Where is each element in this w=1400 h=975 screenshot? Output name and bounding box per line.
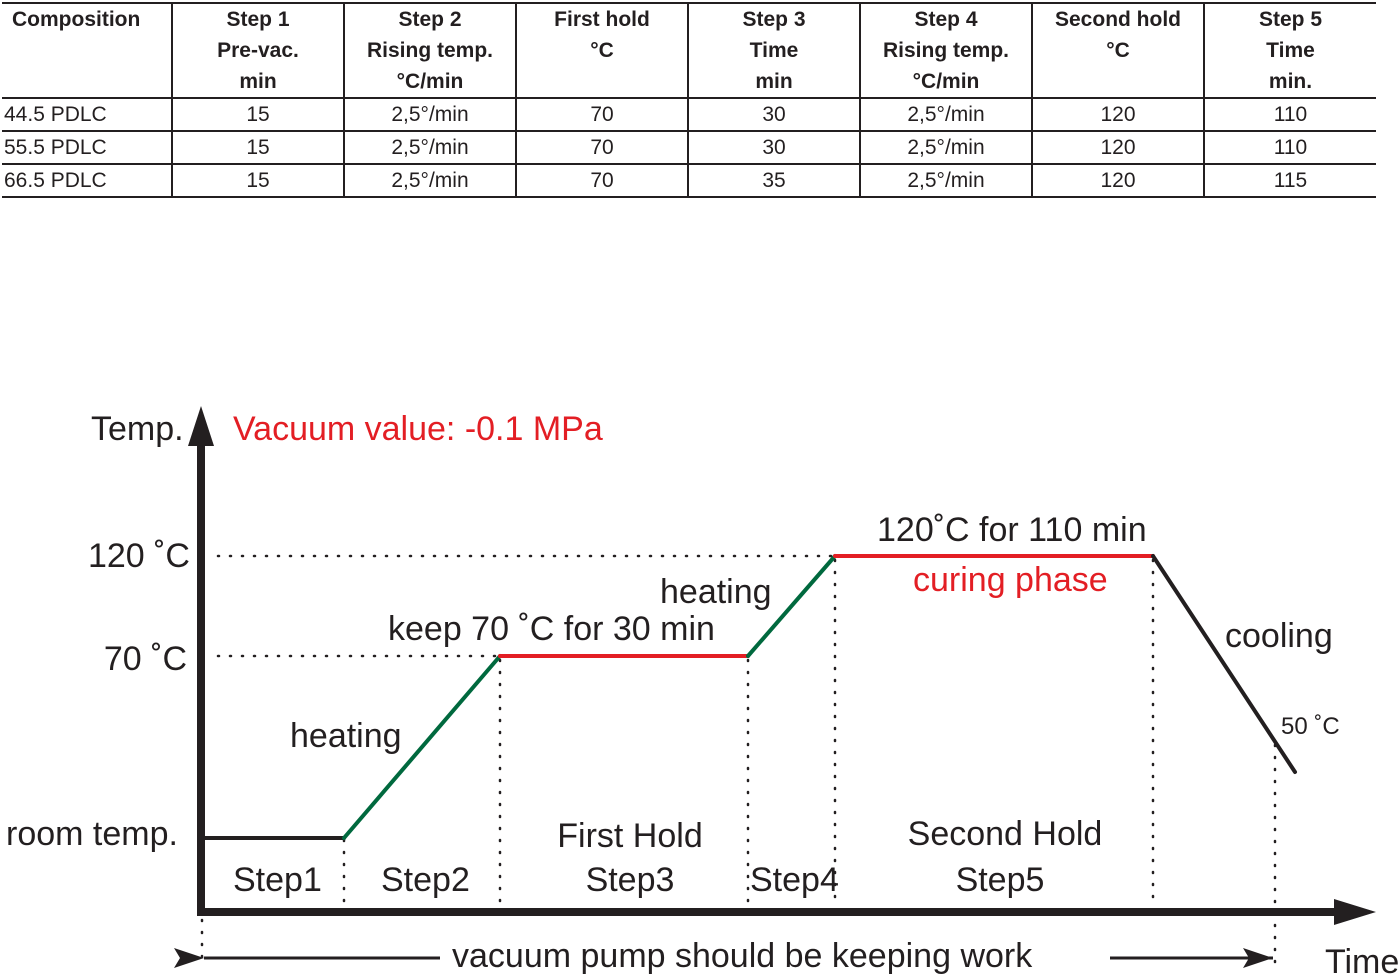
level-room-temp: room temp. — [6, 815, 178, 853]
header-cell: First hold — [515, 2, 688, 35]
table-body: 44.5 PDLC 15 2,5°/min 70 30 2,5°/min 120… — [2, 97, 1376, 198]
table-cell: 120 — [1031, 163, 1205, 198]
level-70: 70 ˚C — [104, 640, 187, 678]
table-header: Composition Step 1 Step 2 First hold Ste… — [2, 2, 1376, 99]
table-cell: 2,5°/min — [343, 130, 517, 165]
header-cell: min — [687, 66, 860, 99]
header-cell: °C — [515, 35, 688, 66]
table-cell: 15 — [171, 130, 345, 165]
step3-label: Step3 — [586, 861, 675, 899]
header-row: Composition Step 1 Step 2 First hold Ste… — [2, 2, 1376, 35]
table-cell: 70 — [515, 97, 689, 132]
table-cell: 70 — [515, 130, 689, 165]
header-cell: Step 1 — [171, 2, 344, 35]
table-cell: 66.5 PDLC — [2, 163, 173, 198]
header-cell: °C/min — [859, 66, 1032, 99]
table-cell: 2,5°/min — [859, 130, 1033, 165]
table-cell: 35 — [687, 163, 861, 198]
table-cell: 55.5 PDLC — [2, 130, 173, 165]
second-hold-label: 120˚C for 110 min — [877, 511, 1147, 549]
table-cell: 2,5°/min — [343, 97, 517, 132]
guide-lines — [200, 554, 1277, 974]
step5-label: Step5 — [956, 861, 1045, 899]
table-row: 44.5 PDLC 15 2,5°/min 70 30 2,5°/min 120… — [2, 97, 1376, 132]
parameters-table: Composition Step 1 Step 2 First hold Ste… — [2, 2, 1376, 198]
segment-heating-1 — [342, 654, 502, 840]
header-cell: min — [171, 66, 344, 99]
header-cell: Step 4 — [859, 2, 1032, 35]
temperature-profile — [201, 554, 1297, 840]
table-cell: 120 — [1031, 130, 1205, 165]
heating-label-2: heating — [660, 573, 772, 611]
header-cell: Step 5 — [1203, 2, 1376, 35]
first-hold-title: First Hold — [557, 817, 702, 855]
cooling-label: cooling — [1225, 617, 1333, 655]
vacuum-pump-note: vacuum pump should be keeping work — [452, 937, 1033, 975]
table-cell: 2,5°/min — [859, 97, 1033, 132]
table-cell: 44.5 PDLC — [2, 97, 173, 132]
end-temp-label: 50 ˚C — [1281, 713, 1340, 740]
header-cell — [2, 66, 172, 99]
header-cell: min. — [1203, 66, 1376, 99]
header-row: min °C/min min °C/min min. — [2, 66, 1376, 99]
header-cell: °C/min — [343, 66, 516, 99]
table-cell: 15 — [171, 163, 345, 198]
table-cell: 110 — [1203, 130, 1376, 165]
step1-label: Step1 — [233, 861, 322, 899]
header-cell: Time — [687, 35, 860, 66]
x-axis-arrow-icon — [1334, 899, 1376, 925]
table-cell: 120 — [1031, 97, 1205, 132]
header-cell: Second hold — [1031, 2, 1204, 35]
table-cell: 30 — [687, 130, 861, 165]
header-cell: Time — [1203, 35, 1376, 66]
table-row: 55.5 PDLC 15 2,5°/min 70 30 2,5°/min 120… — [2, 130, 1376, 165]
header-cell: Rising temp. — [859, 35, 1032, 66]
header-cell: Step 2 — [343, 2, 516, 35]
header-cell: Step 3 — [687, 2, 860, 35]
step2-label: Step2 — [381, 861, 470, 899]
table-cell: 115 — [1203, 163, 1376, 198]
segment-heating-2 — [746, 554, 837, 658]
step4-label: Step4 — [750, 861, 839, 899]
heating-label-1: heating — [290, 717, 402, 755]
first-hold-label: keep 70 ˚C for 30 min — [388, 610, 715, 648]
second-hold-title: Second Hold — [908, 815, 1103, 853]
table-row: 66.5 PDLC 15 2,5°/min 70 35 2,5°/min 120… — [2, 163, 1376, 198]
header-cell: Pre-vac. — [171, 35, 344, 66]
header-cell: Composition — [2, 2, 172, 35]
table-cell: 110 — [1203, 97, 1376, 132]
axes — [188, 406, 1376, 925]
y-axis-label: Temp. — [91, 410, 184, 448]
table-cell: 2,5°/min — [859, 163, 1033, 198]
y-axis-arrow-icon — [188, 406, 214, 446]
curing-phase-label: curing phase — [913, 561, 1108, 599]
segment-cooling — [1151, 554, 1297, 774]
table-cell: 15 — [171, 97, 345, 132]
level-120: 120 ˚C — [88, 537, 190, 575]
vacuum-value-note: Vacuum value: -0.1 MPa — [233, 410, 603, 448]
header-cell: Rising temp. — [343, 35, 516, 66]
table-cell: 30 — [687, 97, 861, 132]
table-cell: 2,5°/min — [343, 163, 517, 198]
table-cell: 70 — [515, 163, 689, 198]
header-cell — [515, 66, 688, 99]
x-axis-label: Time — [1325, 943, 1399, 975]
header-cell: °C — [1031, 35, 1204, 66]
header-cell — [1031, 66, 1204, 99]
header-row: Pre-vac. Rising temp. °C Time Rising tem… — [2, 35, 1376, 66]
